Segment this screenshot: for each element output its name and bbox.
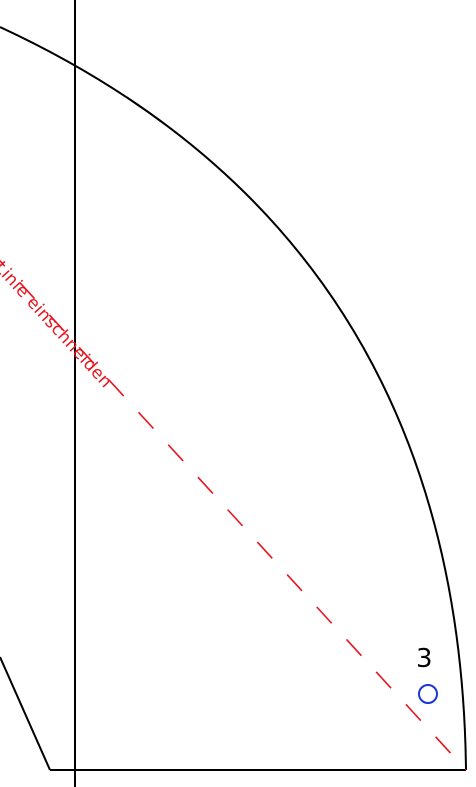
pattern-left-edge — [0, 656, 51, 771]
pattern-curved-edge — [0, 26, 467, 771]
cut-line-label: Linie einschneiden — [0, 258, 116, 392]
cut-line — [0, 259, 467, 771]
point-number-label: 3 — [416, 644, 433, 674]
point-marker-circle — [418, 684, 438, 704]
